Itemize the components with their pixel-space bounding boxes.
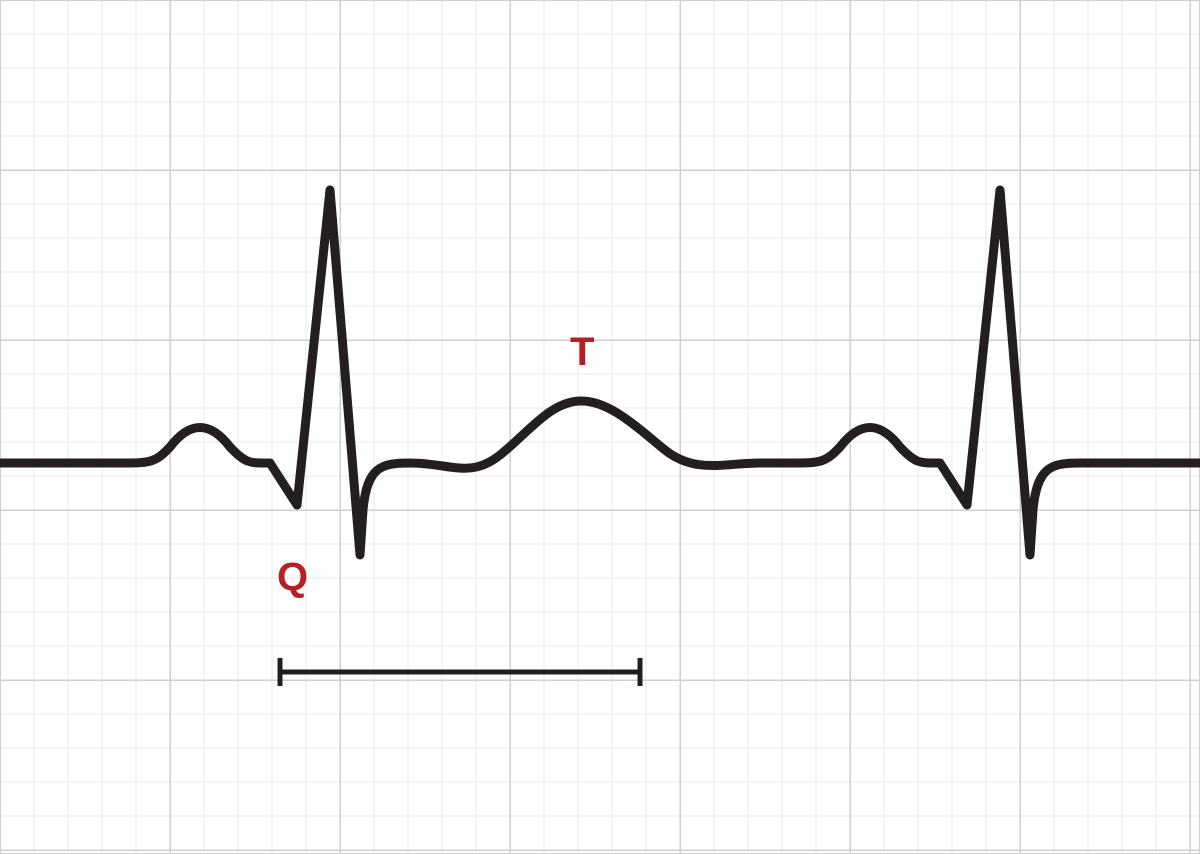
ecg-svg bbox=[0, 0, 1200, 854]
q-wave-label: Q bbox=[277, 555, 308, 600]
ecg-diagram: Q T bbox=[0, 0, 1200, 854]
t-wave-label: T bbox=[570, 330, 594, 375]
